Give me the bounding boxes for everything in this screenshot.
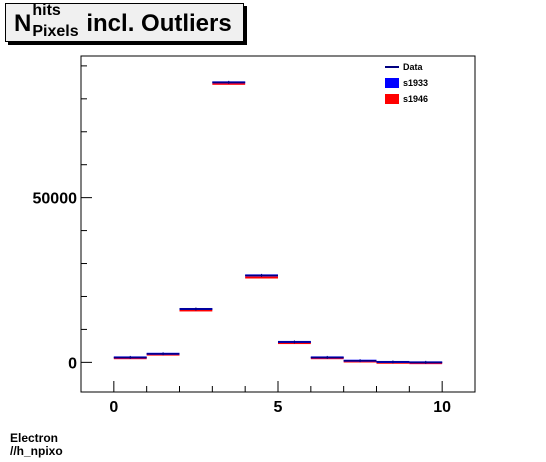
- title-subscript: Pixels: [32, 23, 79, 40]
- x-tick-label: 0: [109, 399, 118, 416]
- legend-s1933-marker: [385, 78, 399, 88]
- y-tick-label: 50000: [33, 191, 78, 208]
- footer: Electron //h_npixo: [10, 432, 63, 458]
- axis-ticks: [80, 65, 476, 392]
- title-superscript: hits: [32, 2, 61, 19]
- legend-s1946-marker: [385, 94, 399, 104]
- title-rest: incl. Outliers: [86, 10, 232, 37]
- tick-labels: 0 5 10 0 50000: [33, 191, 452, 416]
- footer-particle: Electron: [10, 431, 59, 445]
- title-scripts: hits Pixels: [32, 2, 80, 43]
- y-tick-label: 0: [68, 355, 77, 372]
- legend: Data s1933 s1946: [385, 62, 428, 104]
- footer-histogram-path: //h_npixo: [10, 444, 63, 458]
- title-main: N: [14, 10, 32, 37]
- legend-label: Data: [403, 62, 424, 72]
- series-layer: [113, 80, 443, 365]
- x-tick-label: 10: [433, 399, 451, 416]
- legend-label: s1946: [403, 94, 428, 104]
- s1946-bin: [245, 276, 278, 279]
- x-tick-label: 5: [274, 399, 283, 416]
- legend-label: s1933: [403, 78, 428, 88]
